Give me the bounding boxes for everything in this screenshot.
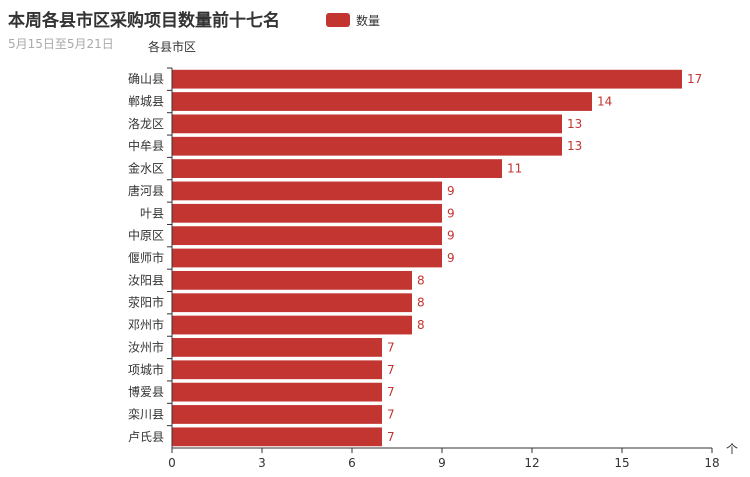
bar[interactable] bbox=[172, 226, 442, 246]
category-labels: 确山县郸城县洛龙区中牟县金水区唐河县叶县中原区偃师市汝阳县荥阳市邓州市汝州市项城… bbox=[128, 72, 164, 444]
category-label: 博爱县 bbox=[128, 384, 164, 399]
bar[interactable] bbox=[172, 360, 382, 380]
category-label: 中原区 bbox=[128, 228, 164, 243]
category-label: 唐河县 bbox=[128, 183, 164, 198]
data-label: 13 bbox=[567, 117, 582, 131]
x-tick-label: 12 bbox=[524, 456, 539, 470]
data-label: 7 bbox=[387, 340, 395, 354]
category-label: 金水区 bbox=[128, 161, 164, 176]
x-axis-name: 个 bbox=[726, 442, 738, 456]
data-labels: 17 14 13 13 11 9 9 9 9 8 8 8 7 7 7 7 7 bbox=[387, 72, 702, 444]
data-label: 9 bbox=[447, 229, 455, 243]
data-label: 7 bbox=[387, 363, 395, 377]
bar[interactable] bbox=[172, 159, 502, 178]
bar[interactable] bbox=[172, 114, 562, 134]
bar[interactable] bbox=[172, 270, 412, 290]
bar[interactable] bbox=[172, 92, 592, 111]
bar[interactable] bbox=[172, 293, 412, 313]
category-label: 叶县 bbox=[140, 206, 164, 220]
chart-title: 本周各县市区采购项目数量前十七名 bbox=[8, 10, 280, 31]
data-label: 14 bbox=[597, 95, 612, 109]
category-label: 项城市 bbox=[128, 362, 164, 377]
legend-label[interactable]: 数量 bbox=[356, 13, 380, 28]
x-tick-label: 6 bbox=[348, 456, 356, 470]
legend[interactable]: 数量 bbox=[326, 13, 380, 28]
category-label: 栾川县 bbox=[128, 406, 164, 421]
data-label: 7 bbox=[387, 430, 395, 444]
x-tick-label: 18 bbox=[704, 456, 719, 470]
bar[interactable] bbox=[172, 181, 442, 201]
bar[interactable] bbox=[172, 315, 412, 335]
data-label: 7 bbox=[387, 407, 395, 421]
data-label: 8 bbox=[417, 296, 425, 310]
bar[interactable] bbox=[172, 427, 382, 447]
axes: 0 3 6 9 12 15 18 bbox=[167, 67, 720, 470]
bar[interactable] bbox=[172, 338, 382, 357]
category-label: 卢氏县 bbox=[128, 429, 164, 444]
bar[interactable] bbox=[172, 248, 442, 268]
x-tick-label: 3 bbox=[258, 456, 266, 470]
category-label: 汝阳县 bbox=[128, 273, 164, 287]
data-label: 13 bbox=[567, 139, 582, 153]
bar[interactable] bbox=[172, 405, 382, 424]
y-axis-name: 各县市区 bbox=[148, 39, 196, 54]
bar[interactable] bbox=[172, 382, 382, 402]
data-label: 11 bbox=[507, 162, 522, 176]
category-label: 邓州市 bbox=[128, 317, 164, 332]
data-label: 8 bbox=[417, 273, 425, 287]
data-label: 9 bbox=[447, 206, 455, 220]
category-label: 偃师市 bbox=[128, 250, 164, 265]
category-label: 确山县 bbox=[128, 72, 164, 86]
bar[interactable] bbox=[172, 203, 442, 223]
bar[interactable] bbox=[172, 69, 682, 89]
data-label: 9 bbox=[447, 251, 455, 265]
category-label: 荥阳市 bbox=[128, 295, 164, 310]
data-label: 8 bbox=[417, 318, 425, 332]
x-tick-label: 15 bbox=[614, 456, 629, 470]
category-label: 中牟县 bbox=[128, 138, 164, 153]
bar[interactable] bbox=[172, 136, 562, 156]
data-label: 17 bbox=[687, 72, 702, 86]
category-label: 洛龙区 bbox=[128, 116, 164, 131]
data-label: 9 bbox=[447, 184, 455, 198]
x-tick-label: 0 bbox=[168, 456, 176, 470]
category-label: 汝州市 bbox=[128, 339, 164, 354]
x-tick-label: 9 bbox=[438, 456, 446, 470]
bars-group bbox=[172, 69, 682, 447]
legend-swatch[interactable] bbox=[326, 13, 350, 27]
chart-subtitle: 5月15日至5月21日 bbox=[8, 37, 114, 51]
data-label: 7 bbox=[387, 385, 395, 399]
category-label: 郸城县 bbox=[128, 95, 164, 109]
